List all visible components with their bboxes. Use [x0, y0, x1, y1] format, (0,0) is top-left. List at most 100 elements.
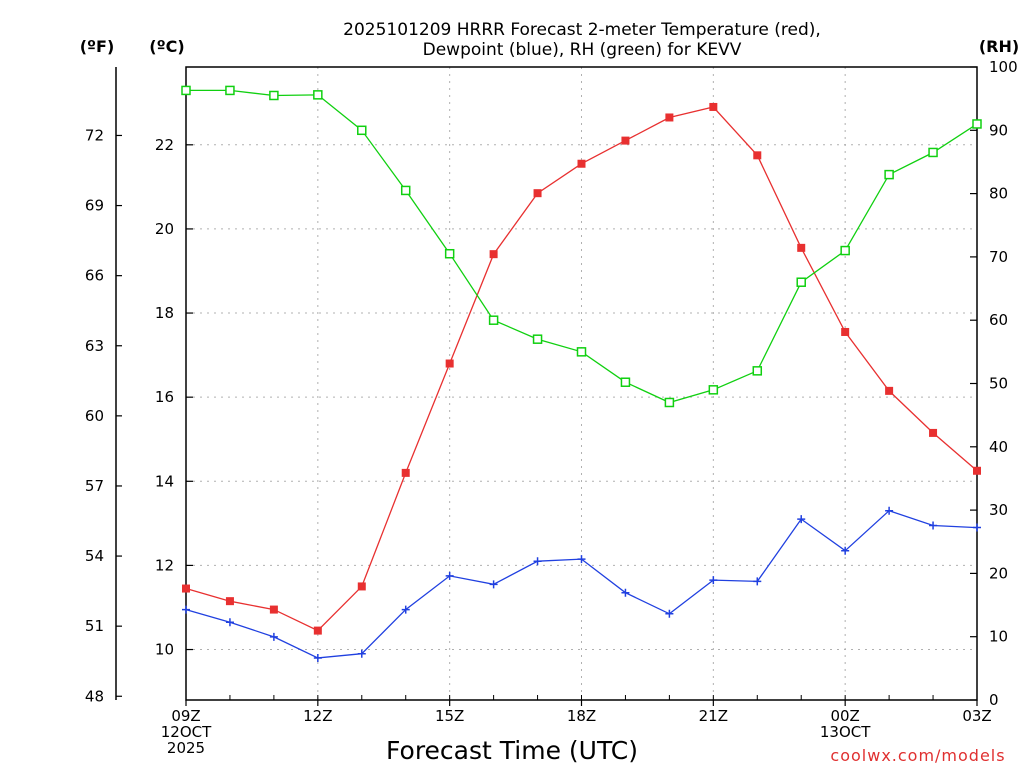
dewpoint-point: [269, 632, 278, 641]
temperature-point: [973, 466, 981, 475]
dewpoint-point: [841, 546, 850, 555]
dewpoint-point: [182, 605, 190, 614]
dewpoint-point: [445, 571, 454, 580]
fahrenheit-tick-label: 54: [85, 547, 104, 565]
axes: 48 51 54 57 60 63 66 69 72 10 12 14 16 18 20 22 0 10 20 30 4…: [85, 58, 1018, 757]
dewpoint-point: [929, 521, 938, 530]
chart-title-line-1: 2025101209 HRRR Forecast 2-meter Tempera…: [343, 20, 821, 40]
x-tick-label: 09Z: [171, 707, 200, 725]
dewpoint-point: [489, 580, 498, 589]
celsius-tick-label: 10: [155, 641, 174, 659]
fahrenheit-tick-label: 57: [85, 477, 104, 495]
series: [181, 85, 982, 662]
fahrenheit-tick-label: 69: [85, 197, 104, 215]
rh-point: [444, 248, 455, 259]
fahrenheit-unit-label: (ºF): [80, 37, 115, 56]
celsius-tick-label: 14: [155, 472, 174, 490]
temperature-point: [401, 468, 410, 477]
temperature-point: [489, 250, 498, 259]
celsius-unit-label: (ºC): [149, 37, 184, 56]
rh-unit-label: (RH): [979, 37, 1019, 56]
rh-point: [972, 119, 982, 129]
celsius-tick-label: 22: [155, 136, 174, 154]
rh-tick-label: 70: [989, 248, 1008, 266]
rh-point: [884, 169, 894, 180]
rh-point: [664, 397, 675, 408]
rh-point: [796, 277, 806, 287]
temperature-point: [797, 243, 806, 252]
rh-tick-label: 90: [989, 121, 1008, 139]
rh-point: [400, 185, 411, 196]
rh-tick-label: 60: [989, 311, 1008, 329]
celsius-tick-label: 12: [155, 556, 174, 574]
rh-point: [357, 125, 367, 136]
rh-tick-label: 10: [989, 628, 1008, 646]
temperature-point: [269, 605, 278, 614]
dewpoint-point: [533, 557, 542, 566]
dewpoint-point: [401, 605, 410, 614]
rh-tick-label: 50: [989, 375, 1008, 393]
dewpoint-point: [753, 577, 762, 586]
dewpoint-point: [225, 618, 234, 627]
temperature-point: [357, 582, 366, 591]
temperature-point: [533, 189, 542, 198]
rh-point: [752, 366, 763, 376]
dewpoint-point: [357, 649, 366, 658]
dewpoint-point: [313, 653, 322, 662]
rh-point: [708, 385, 719, 395]
grid: [186, 67, 977, 700]
fahrenheit-tick-label: 66: [85, 267, 104, 285]
rh-point: [532, 334, 543, 344]
rh-tick-label: 100: [989, 58, 1018, 76]
x-tick-label: 15Z: [435, 707, 464, 725]
x-tick-label: 2025: [167, 739, 205, 757]
chart-title-line-2: Dewpoint (blue), RH (green) for KEVV: [423, 40, 742, 60]
credit-link[interactable]: coolwx.com/models: [830, 746, 1005, 765]
fahrenheit-tick-label: 48: [85, 687, 104, 705]
rh-point: [225, 85, 235, 96]
rh-tick-label: 0: [989, 691, 999, 709]
rh-point: [488, 315, 499, 325]
rh-tick-label: 80: [989, 185, 1008, 203]
celsius-tick-label: 20: [155, 220, 174, 238]
temperature-point: [929, 428, 938, 437]
temperature-point: [621, 136, 630, 145]
temperature-point: [753, 151, 762, 160]
x-axis-label: Forecast Time (UTC): [386, 736, 638, 765]
temperature-point: [885, 386, 894, 395]
x-tick-label: 12OCT: [161, 723, 212, 741]
temperature-point: [182, 584, 190, 593]
temperature-point: [445, 359, 454, 368]
rh-point: [928, 147, 938, 158]
rh-point: [181, 85, 191, 96]
fahrenheit-tick-label: 72: [85, 126, 104, 144]
fahrenheit-tick-label: 63: [85, 337, 104, 355]
rh-tick-label: 40: [989, 438, 1008, 456]
x-tick-label: 00Z: [830, 707, 859, 725]
fahrenheit-tick-label: 51: [85, 617, 104, 635]
celsius-tick-label: 18: [155, 304, 174, 322]
dewpoint-point: [797, 515, 806, 524]
temperature-point: [313, 626, 322, 635]
rh-point: [620, 377, 631, 387]
rh-point: [840, 245, 850, 256]
temperature-point: [841, 327, 850, 336]
dewpoint-point: [885, 506, 894, 515]
x-tick-label: 18Z: [567, 707, 596, 725]
temperature-point: [709, 102, 718, 111]
dewpoint-point: [973, 523, 981, 532]
fahrenheit-tick-label: 60: [85, 407, 104, 425]
temperature-point: [665, 113, 674, 122]
dewpoint-point: [709, 576, 718, 585]
rh-point: [269, 90, 279, 101]
x-tick-label: 03Z: [962, 707, 991, 725]
celsius-tick-label: 16: [155, 388, 174, 406]
rh-point: [313, 90, 323, 100]
x-tick-label: 12Z: [303, 707, 332, 725]
dewpoint-point: [665, 609, 674, 618]
dewpoint-point: [577, 555, 586, 564]
rh-tick-label: 20: [989, 564, 1008, 582]
rh-point: [576, 347, 587, 357]
x-tick-label: 13OCT: [820, 723, 871, 741]
